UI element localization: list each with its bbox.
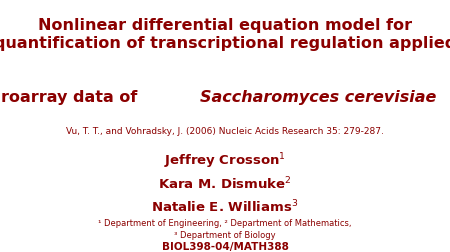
Text: BIOL398-04/MATH388
March 24, 2015: BIOL398-04/MATH388 March 24, 2015 [162, 241, 288, 252]
Text: Saccharomyces cerevisiae: Saccharomyces cerevisiae [200, 89, 436, 104]
Text: Natalie E. Williams$^3$: Natalie E. Williams$^3$ [151, 198, 299, 214]
Text: Kara M. Dismuke$^2$: Kara M. Dismuke$^2$ [158, 175, 292, 192]
Text: Jeffrey Crosson$^1$: Jeffrey Crosson$^1$ [164, 151, 286, 171]
Text: Vu, T. T., and Vohradsky, J. (2006) Nucleic Acids Research 35: 279-287.: Vu, T. T., and Vohradsky, J. (2006) Nucl… [66, 126, 384, 135]
Text: ¹ Department of Engineering, ² Department of Mathematics,
³ Department of Biolog: ¹ Department of Engineering, ² Departmen… [98, 218, 352, 239]
Text: Nonlinear differential equation model for
quantification of transcriptional regu: Nonlinear differential equation model fo… [0, 18, 450, 50]
Text: to microarray data of: to microarray data of [0, 89, 143, 104]
